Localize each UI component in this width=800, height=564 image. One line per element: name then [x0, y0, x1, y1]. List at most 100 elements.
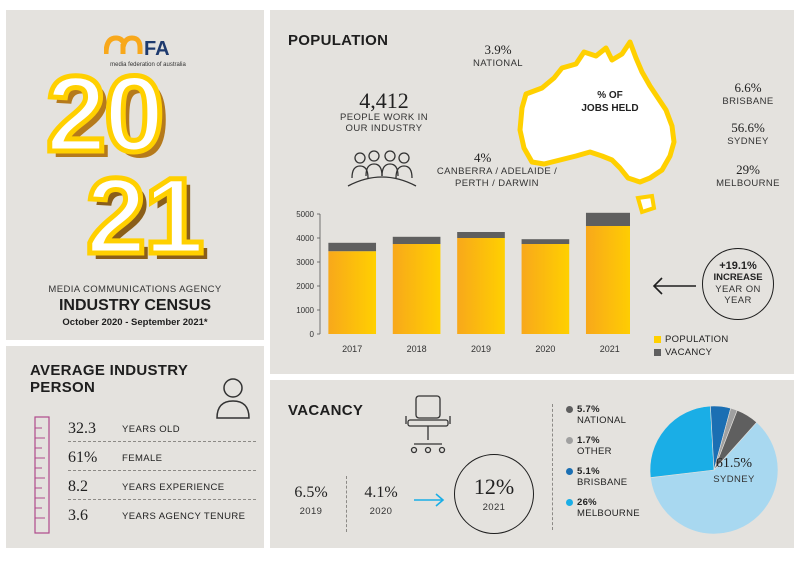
people-group-icon: [347, 150, 417, 187]
y-tick-label: 0: [310, 330, 315, 339]
people-label-2: OUR INDUSTRY: [345, 123, 423, 134]
vacancy-2021-label: 2021: [482, 502, 506, 513]
population-bar-chart: 0 1000 2000 3000 4000 5000 2017 2018 2019 2020 202…: [296, 210, 630, 354]
national-label: NATIONAL: [472, 58, 523, 69]
stat-label: YEARS EXPERIENCE: [122, 482, 225, 493]
stat-label: YEARS AGENCY TENURE: [122, 511, 246, 522]
brand-panel: FA media federation of australia 20 21 M…: [6, 10, 264, 340]
census-title: INDUSTRY CENSUS: [58, 297, 212, 314]
other-cities-value: 4%: [474, 150, 492, 165]
year-top: 20: [43, 53, 166, 174]
increase-line-1: YEAR ON: [715, 284, 761, 295]
x-tick-label: 2020: [535, 344, 555, 354]
vacancy-panel: VACANCY 6.5% 2019 4.1% 2020 12% 2021 5.7…: [270, 380, 794, 548]
stat-value: 61%: [68, 449, 98, 466]
legend-label-vacancy: VACANCY: [665, 347, 713, 358]
bar-population: [328, 251, 377, 334]
people-label-1: PEOPLE WORK IN: [340, 112, 428, 123]
ruler-icon: [34, 416, 50, 534]
pie-legend-item: 5.1% BRISBANE: [566, 466, 627, 488]
increase-badge: [702, 248, 774, 320]
melbourne-value: 29%: [736, 162, 760, 177]
bar-population: [457, 238, 505, 334]
bar-vacancy: [585, 212, 630, 226]
increase-line-2: YEAR: [724, 295, 752, 306]
legend-label: BRISBANE: [577, 477, 628, 488]
stat-label: YEARS OLD: [122, 424, 180, 435]
census-subtitle: MEDIA COMMUNICATIONS AGENCY: [48, 284, 222, 295]
legend-swatch-vacancy: [654, 348, 661, 356]
vacancy-2019-value: 6.5%: [294, 484, 328, 501]
legend-dot: [566, 498, 573, 506]
australia-map: [517, 39, 677, 215]
x-tick-label: 2019: [471, 344, 491, 354]
legend-dot: [566, 436, 573, 444]
legend-value: 5.1%: [577, 466, 600, 477]
legend-label: OTHER: [577, 446, 612, 457]
divider-1: [346, 476, 347, 532]
increase-value: +19.1%: [719, 260, 757, 272]
population-panel: POPULATION 4,412 PEOPLE WORK IN OUR INDU…: [270, 10, 794, 374]
sydney-label: SYDNEY: [727, 136, 769, 147]
y-tick-label: 2000: [296, 282, 314, 291]
vacancy-2021-value: 12%: [473, 474, 515, 499]
mfa-logo-graphic: FA: [103, 35, 170, 60]
stat-value: 3.6: [68, 507, 88, 524]
vacancy-heading: VACANCY: [288, 402, 364, 419]
average-heading-1: AVERAGE INDUSTRY: [30, 362, 189, 379]
legend-value: 26%: [577, 497, 597, 508]
other-cities-label-2: PERTH / DARWIN: [455, 178, 539, 189]
vacancy-2020-label: 2020: [369, 506, 393, 517]
y-tick-label: 1000: [296, 306, 314, 315]
bar-vacancy: [392, 236, 441, 244]
stat-value: 32.3: [68, 420, 96, 437]
bar-vacancy: [521, 239, 570, 244]
legend-swatch-population: [654, 335, 661, 343]
vacancy-pie-chart: [649, 405, 779, 535]
pie-slice-national: [713, 409, 758, 471]
stat-row-experience: 8.2 YEARS EXPERIENCE: [68, 478, 256, 500]
x-tick-label: 2021: [600, 344, 620, 354]
legend-label: MELBOURNE: [577, 508, 640, 519]
arrow-right-icon: [414, 493, 445, 507]
legend-label-population: POPULATION: [665, 334, 729, 345]
divider-2: [552, 404, 553, 530]
bar-population: [521, 244, 570, 334]
legend-population: POPULATION: [654, 334, 729, 345]
legend-value: 1.7%: [577, 435, 600, 446]
legend-dot: [566, 467, 573, 475]
legend-value: 5.7%: [577, 404, 600, 415]
national-value: 3.9%: [484, 42, 512, 57]
office-chair-icon: [405, 395, 451, 454]
x-tick-label: 2017: [342, 344, 362, 354]
stat-label: FEMALE: [122, 453, 163, 464]
mfa-logo: FA: [103, 30, 186, 62]
increase-word: INCREASE: [713, 272, 763, 283]
bar-vacancy: [457, 232, 505, 238]
pie-legend-item: 26% MELBOURNE: [566, 497, 640, 519]
y-tick-label: 4000: [296, 234, 314, 243]
vacancy-2019-label: 2019: [299, 506, 323, 517]
person-icon: [216, 378, 250, 419]
y-tick-label: 5000: [296, 210, 314, 219]
vacancy-2020-value: 4.1%: [364, 484, 398, 501]
other-cities-label-1: CANBERRA / ADELAIDE /: [436, 166, 558, 177]
population-heading: POPULATION: [288, 32, 389, 49]
stat-row-tenure: 3.6 YEARS AGENCY TENURE: [68, 507, 256, 529]
stat-row-female: 61% FEMALE: [68, 449, 256, 471]
y-tick-label: 3000: [296, 258, 314, 267]
legend-dot: [566, 405, 573, 413]
legend-label: NATIONAL: [577, 415, 627, 426]
x-tick-label: 2018: [407, 344, 427, 354]
pie-slice-melbourne: [649, 405, 715, 478]
average-heading-2: PERSON: [30, 379, 96, 396]
bar-population: [392, 244, 441, 334]
brisbane-label: BRISBANE: [722, 96, 774, 107]
sydney-value: 56.6%: [731, 120, 765, 135]
bar-vacancy: [328, 242, 377, 252]
year-bottom: 21: [83, 155, 206, 276]
map-label-1: % OF: [597, 90, 623, 101]
average-person-panel: AVERAGE INDUSTRY PERSON 32.3 YEARS OLD 6…: [6, 346, 264, 548]
svg-text:FA: FA: [144, 38, 170, 60]
stat-value: 8.2: [68, 478, 88, 495]
